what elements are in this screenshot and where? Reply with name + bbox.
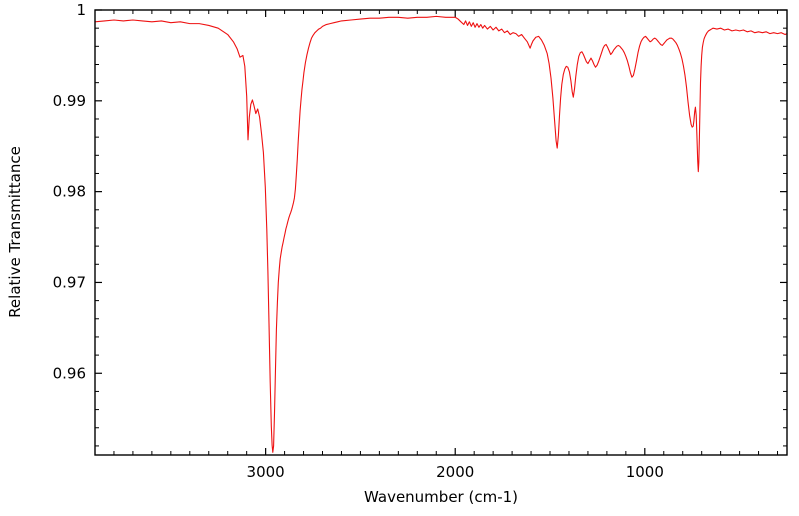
axis-major-ticks [95,9,787,455]
x-tick-label: 1000 [626,463,664,481]
plot-frame [94,9,788,456]
x-tick-label: 2000 [436,463,474,481]
y-tick-label: 0.98 [53,183,86,201]
x-tick-label: 3000 [247,463,285,481]
y-axis-label: Relative Transmittance [6,146,24,318]
x-tick-labels: 3000 2000 1000 [247,463,664,481]
y-tick-label: 0.99 [53,92,86,110]
x-axis-label: Wavenumber (cm-1) [364,488,518,506]
y-tick-label: 0.96 [53,364,86,382]
spectrum-line [94,15,788,453]
y-tick-labels: 1 0.99 0.98 0.97 0.96 [53,1,86,382]
y-tick-label: 0.97 [53,273,86,291]
y-tick-label: 1 [76,1,86,19]
plot-area-background [95,10,787,455]
